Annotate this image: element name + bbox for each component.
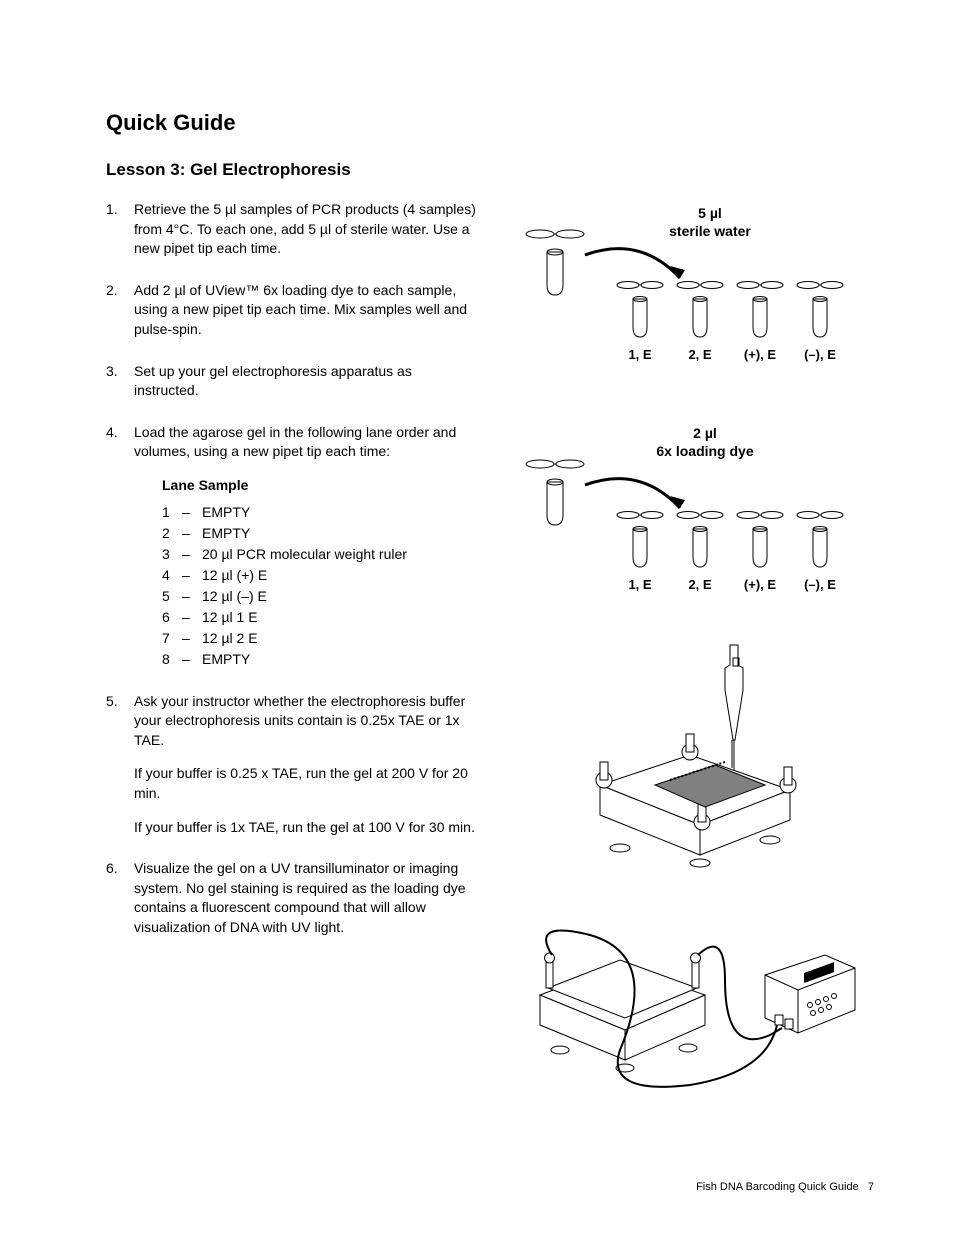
- pipette-icon: [725, 645, 743, 775]
- step-2: Add 2 µl of UView™ 6x loading dye to eac…: [106, 281, 476, 340]
- lane-number: 6: [162, 607, 182, 628]
- tube-icon: 1, E: [617, 282, 663, 363]
- lane-number: 4: [162, 565, 182, 586]
- lane-desc: 12 µl 2 E: [202, 628, 258, 649]
- diagram-loading-dye: 2 µl 6x loading dye 1, E 2, E (+), E (–), E: [506, 420, 874, 610]
- d2-label1: 2 µl: [693, 425, 717, 441]
- tube-label: (+), E: [744, 347, 776, 362]
- lane-row: 1–EMPTY: [162, 502, 476, 523]
- step-5: Ask your instructor whether the electrop…: [106, 692, 476, 838]
- instructions-column: Retrieve the 5 µl samples of PCR product…: [106, 200, 476, 1130]
- lane-dash: –: [182, 565, 202, 586]
- lane-number: 2: [162, 523, 182, 544]
- page-footer: Fish DNA Barcoding Quick Guide 7: [696, 1181, 874, 1193]
- lane-row: 6–12 µl 1 E: [162, 607, 476, 628]
- lane-number: 8: [162, 649, 182, 670]
- lane-desc: 12 µl 1 E: [202, 607, 258, 628]
- tube-icon: 2, E: [677, 282, 723, 363]
- tube-label: (+), E: [744, 577, 776, 592]
- page-title: Quick Guide: [106, 110, 874, 136]
- lane-desc: EMPTY: [202, 523, 250, 544]
- tube-label: (–), E: [804, 577, 836, 592]
- diagram-gel-loading: [506, 640, 874, 870]
- tube-label: (–), E: [804, 347, 836, 362]
- tube-label: 2, E: [688, 347, 711, 362]
- d1-label1: 5 µl: [698, 205, 722, 221]
- power-supply-icon: [765, 955, 855, 1033]
- tube-icon: 1, E: [617, 512, 663, 593]
- lane-dash: –: [182, 607, 202, 628]
- lane-number: 1: [162, 502, 182, 523]
- lane-row: 7–12 µl 2 E: [162, 628, 476, 649]
- lane-desc: EMPTY: [202, 502, 250, 523]
- lesson-subtitle: Lesson 3: Gel Electrophoresis: [106, 160, 874, 180]
- diagram-sterile-water: 5 µl sterile water 1, E2, E(+), E(–),: [506, 200, 874, 390]
- lane-row: 8–EMPTY: [162, 649, 476, 670]
- tube-icon: (+), E: [737, 512, 783, 593]
- tube-label: 2, E: [688, 577, 711, 592]
- lane-desc: 12 µl (+) E: [202, 565, 267, 586]
- tube-label: 1, E: [628, 347, 651, 362]
- lane-row: 2–EMPTY: [162, 523, 476, 544]
- step-6: Visualize the gel on a UV transilluminat…: [106, 859, 476, 937]
- arrow-icon: [585, 479, 680, 508]
- d2-label2: 6x loading dye: [656, 443, 753, 459]
- d1-label2: sterile water: [669, 223, 751, 239]
- lane-row: 4–12 µl (+) E: [162, 565, 476, 586]
- arrow-icon: [585, 249, 680, 278]
- step-5a: Ask your instructor whether the electrop…: [134, 693, 465, 748]
- tube-icon: 2, E: [677, 512, 723, 593]
- footer-page: 7: [868, 1181, 874, 1193]
- footer-text: Fish DNA Barcoding Quick Guide: [696, 1181, 859, 1193]
- lane-number: 3: [162, 544, 182, 565]
- tube-icon: (+), E: [737, 282, 783, 363]
- lane-dash: –: [182, 502, 202, 523]
- lane-dash: –: [182, 544, 202, 565]
- lane-desc: 20 µl PCR molecular weight ruler: [202, 544, 407, 565]
- diagram-power-supply: [506, 900, 874, 1100]
- diagrams-column: 5 µl sterile water 1, E2, E(+), E(–),: [506, 200, 874, 1130]
- gel-box-icon: [596, 734, 796, 867]
- step-5b: If your buffer is 0.25 x TAE, run the ge…: [134, 764, 476, 803]
- lane-number: 5: [162, 586, 182, 607]
- lane-row: 5–12 µl (–) E: [162, 586, 476, 607]
- source-tube-icon: [526, 460, 584, 525]
- lane-header: Lane Sample: [162, 476, 476, 496]
- step-3: Set up your gel electrophoresis apparatu…: [106, 362, 476, 401]
- step-1: Retrieve the 5 µl samples of PCR product…: [106, 200, 476, 259]
- tube-icon: (–), E: [797, 282, 843, 363]
- lane-number: 7: [162, 628, 182, 649]
- tube-icon: (–), E: [797, 512, 843, 593]
- lane-dash: –: [182, 523, 202, 544]
- step-5c: If your buffer is 1x TAE, run the gel at…: [134, 818, 476, 838]
- lane-dash: –: [182, 586, 202, 607]
- source-tube-icon: [526, 230, 584, 295]
- lane-dash: –: [182, 649, 202, 670]
- tube-label: 1, E: [628, 577, 651, 592]
- step-4-text: Load the agarose gel in the following la…: [134, 424, 456, 460]
- step-4: Load the agarose gel in the following la…: [106, 423, 476, 670]
- lane-row: 3–20 µl PCR molecular weight ruler: [162, 544, 476, 565]
- lane-desc: 12 µl (–) E: [202, 586, 267, 607]
- gel-box-lid-icon: [540, 953, 705, 1072]
- lane-dash: –: [182, 628, 202, 649]
- lane-desc: EMPTY: [202, 649, 250, 670]
